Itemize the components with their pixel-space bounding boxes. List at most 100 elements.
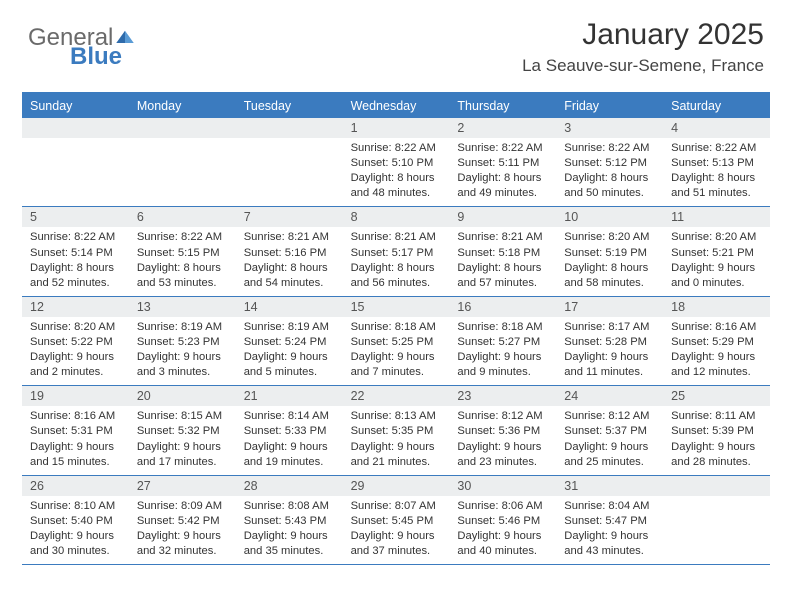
day-cell-empty <box>129 118 236 206</box>
day-cell-6: 6Sunrise: 8:22 AMSunset: 5:15 PMDaylight… <box>129 207 236 295</box>
day-details: Sunrise: 8:20 AMSunset: 5:19 PMDaylight:… <box>556 227 663 295</box>
day-cell-empty <box>663 476 770 564</box>
day-details: Sunrise: 8:22 AMSunset: 5:11 PMDaylight:… <box>449 138 556 206</box>
day-cell-7: 7Sunrise: 8:21 AMSunset: 5:16 PMDaylight… <box>236 207 343 295</box>
day-number: 2 <box>449 118 556 138</box>
day-number: 6 <box>129 207 236 227</box>
day-header-friday: Friday <box>556 94 663 118</box>
day-number <box>236 118 343 138</box>
day-details: Sunrise: 8:06 AMSunset: 5:46 PMDaylight:… <box>449 496 556 564</box>
week-row: 26Sunrise: 8:10 AMSunset: 5:40 PMDayligh… <box>22 476 770 565</box>
day-cell-22: 22Sunrise: 8:13 AMSunset: 5:35 PMDayligh… <box>343 386 450 474</box>
day-cell-20: 20Sunrise: 8:15 AMSunset: 5:32 PMDayligh… <box>129 386 236 474</box>
day-number: 27 <box>129 476 236 496</box>
day-number: 8 <box>343 207 450 227</box>
day-number: 30 <box>449 476 556 496</box>
day-number: 17 <box>556 297 663 317</box>
location: La Seauve-sur-Semene, France <box>522 56 764 76</box>
day-details: Sunrise: 8:09 AMSunset: 5:42 PMDaylight:… <box>129 496 236 564</box>
day-header-wednesday: Wednesday <box>343 94 450 118</box>
day-number: 24 <box>556 386 663 406</box>
title-block: January 2025 La Seauve-sur-Semene, Franc… <box>522 18 764 76</box>
logo: GeneralBlue <box>28 25 134 69</box>
day-cell-10: 10Sunrise: 8:20 AMSunset: 5:19 PMDayligh… <box>556 207 663 295</box>
day-cell-23: 23Sunrise: 8:12 AMSunset: 5:36 PMDayligh… <box>449 386 556 474</box>
week-row: 1Sunrise: 8:22 AMSunset: 5:10 PMDaylight… <box>22 118 770 207</box>
day-number: 23 <box>449 386 556 406</box>
day-number: 29 <box>343 476 450 496</box>
month-title: January 2025 <box>522 18 764 52</box>
day-number: 11 <box>663 207 770 227</box>
day-cell-1: 1Sunrise: 8:22 AMSunset: 5:10 PMDaylight… <box>343 118 450 206</box>
day-details: Sunrise: 8:11 AMSunset: 5:39 PMDaylight:… <box>663 406 770 474</box>
day-header-thursday: Thursday <box>449 94 556 118</box>
day-number: 10 <box>556 207 663 227</box>
day-cell-18: 18Sunrise: 8:16 AMSunset: 5:29 PMDayligh… <box>663 297 770 385</box>
day-details <box>236 138 343 198</box>
day-details: Sunrise: 8:08 AMSunset: 5:43 PMDaylight:… <box>236 496 343 564</box>
week-row: 5Sunrise: 8:22 AMSunset: 5:14 PMDaylight… <box>22 207 770 296</box>
day-cell-29: 29Sunrise: 8:07 AMSunset: 5:45 PMDayligh… <box>343 476 450 564</box>
day-details: Sunrise: 8:07 AMSunset: 5:45 PMDaylight:… <box>343 496 450 564</box>
logo-text-blue: Blue <box>70 46 134 69</box>
day-number: 31 <box>556 476 663 496</box>
day-details: Sunrise: 8:21 AMSunset: 5:16 PMDaylight:… <box>236 227 343 295</box>
day-details: Sunrise: 8:19 AMSunset: 5:24 PMDaylight:… <box>236 317 343 385</box>
day-details: Sunrise: 8:04 AMSunset: 5:47 PMDaylight:… <box>556 496 663 564</box>
day-number: 20 <box>129 386 236 406</box>
day-cell-8: 8Sunrise: 8:21 AMSunset: 5:17 PMDaylight… <box>343 207 450 295</box>
day-number: 22 <box>343 386 450 406</box>
day-details: Sunrise: 8:21 AMSunset: 5:17 PMDaylight:… <box>343 227 450 295</box>
day-cell-28: 28Sunrise: 8:08 AMSunset: 5:43 PMDayligh… <box>236 476 343 564</box>
day-header-monday: Monday <box>129 94 236 118</box>
day-details: Sunrise: 8:15 AMSunset: 5:32 PMDaylight:… <box>129 406 236 474</box>
day-cell-27: 27Sunrise: 8:09 AMSunset: 5:42 PMDayligh… <box>129 476 236 564</box>
day-number <box>129 118 236 138</box>
day-details: Sunrise: 8:18 AMSunset: 5:27 PMDaylight:… <box>449 317 556 385</box>
day-cell-empty <box>236 118 343 206</box>
day-cell-16: 16Sunrise: 8:18 AMSunset: 5:27 PMDayligh… <box>449 297 556 385</box>
day-number: 7 <box>236 207 343 227</box>
day-cell-17: 17Sunrise: 8:17 AMSunset: 5:28 PMDayligh… <box>556 297 663 385</box>
day-details: Sunrise: 8:22 AMSunset: 5:14 PMDaylight:… <box>22 227 129 295</box>
day-details: Sunrise: 8:19 AMSunset: 5:23 PMDaylight:… <box>129 317 236 385</box>
calendar: SundayMondayTuesdayWednesdayThursdayFrid… <box>22 92 770 565</box>
day-cell-5: 5Sunrise: 8:22 AMSunset: 5:14 PMDaylight… <box>22 207 129 295</box>
week-row: 12Sunrise: 8:20 AMSunset: 5:22 PMDayligh… <box>22 297 770 386</box>
day-cell-25: 25Sunrise: 8:11 AMSunset: 5:39 PMDayligh… <box>663 386 770 474</box>
day-details: Sunrise: 8:22 AMSunset: 5:15 PMDaylight:… <box>129 227 236 295</box>
day-number <box>663 476 770 496</box>
day-details: Sunrise: 8:22 AMSunset: 5:10 PMDaylight:… <box>343 138 450 206</box>
day-details: Sunrise: 8:16 AMSunset: 5:29 PMDaylight:… <box>663 317 770 385</box>
day-details: Sunrise: 8:17 AMSunset: 5:28 PMDaylight:… <box>556 317 663 385</box>
day-details: Sunrise: 8:14 AMSunset: 5:33 PMDaylight:… <box>236 406 343 474</box>
day-cell-9: 9Sunrise: 8:21 AMSunset: 5:18 PMDaylight… <box>449 207 556 295</box>
day-cell-3: 3Sunrise: 8:22 AMSunset: 5:12 PMDaylight… <box>556 118 663 206</box>
day-header-saturday: Saturday <box>663 94 770 118</box>
day-cell-26: 26Sunrise: 8:10 AMSunset: 5:40 PMDayligh… <box>22 476 129 564</box>
day-details: Sunrise: 8:18 AMSunset: 5:25 PMDaylight:… <box>343 317 450 385</box>
day-cell-30: 30Sunrise: 8:06 AMSunset: 5:46 PMDayligh… <box>449 476 556 564</box>
week-row: 19Sunrise: 8:16 AMSunset: 5:31 PMDayligh… <box>22 386 770 475</box>
day-number: 14 <box>236 297 343 317</box>
day-details: Sunrise: 8:21 AMSunset: 5:18 PMDaylight:… <box>449 227 556 295</box>
day-number: 15 <box>343 297 450 317</box>
day-number: 28 <box>236 476 343 496</box>
day-number: 12 <box>22 297 129 317</box>
day-details <box>129 138 236 198</box>
day-details <box>663 496 770 556</box>
day-details: Sunrise: 8:10 AMSunset: 5:40 PMDaylight:… <box>22 496 129 564</box>
day-cell-empty <box>22 118 129 206</box>
day-number: 3 <box>556 118 663 138</box>
day-cell-2: 2Sunrise: 8:22 AMSunset: 5:11 PMDaylight… <box>449 118 556 206</box>
day-details: Sunrise: 8:20 AMSunset: 5:21 PMDaylight:… <box>663 227 770 295</box>
day-number: 4 <box>663 118 770 138</box>
day-number: 5 <box>22 207 129 227</box>
day-cell-21: 21Sunrise: 8:14 AMSunset: 5:33 PMDayligh… <box>236 386 343 474</box>
day-header-tuesday: Tuesday <box>236 94 343 118</box>
day-details: Sunrise: 8:16 AMSunset: 5:31 PMDaylight:… <box>22 406 129 474</box>
day-details: Sunrise: 8:12 AMSunset: 5:37 PMDaylight:… <box>556 406 663 474</box>
day-cell-12: 12Sunrise: 8:20 AMSunset: 5:22 PMDayligh… <box>22 297 129 385</box>
day-header-row: SundayMondayTuesdayWednesdayThursdayFrid… <box>22 94 770 118</box>
day-cell-13: 13Sunrise: 8:19 AMSunset: 5:23 PMDayligh… <box>129 297 236 385</box>
